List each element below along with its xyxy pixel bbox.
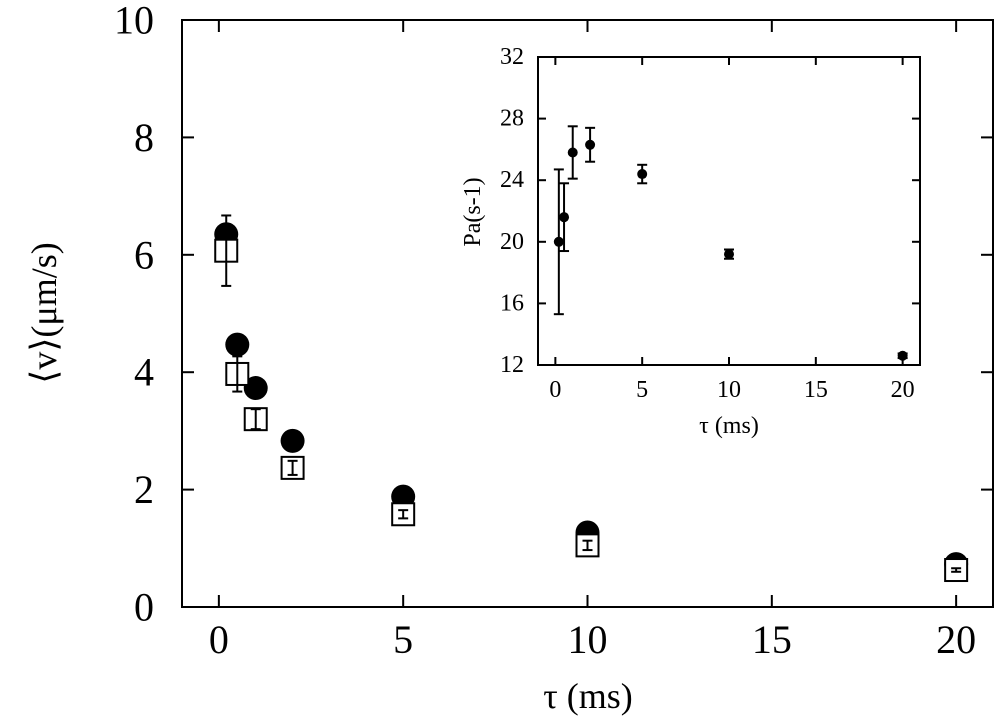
main-y-tick-label: 4 bbox=[134, 350, 154, 395]
main-y-tick-label: 2 bbox=[134, 467, 154, 512]
main-series-0-point bbox=[280, 428, 305, 453]
main-marks bbox=[214, 214, 969, 583]
inset-series-0-point bbox=[553, 236, 564, 247]
main-y-tick-label: 0 bbox=[134, 585, 154, 630]
main-x-tick-label: 0 bbox=[209, 617, 229, 662]
inset-marks bbox=[553, 125, 908, 361]
main-x-tick-label: 20 bbox=[936, 617, 976, 662]
inset-x-tick-label: 5 bbox=[636, 377, 648, 403]
main-y-tick-label: 8 bbox=[134, 115, 154, 160]
inset-series-0-point bbox=[637, 169, 648, 180]
inset-y-tick-label: 32 bbox=[500, 44, 524, 70]
inset-x-tick-label: 20 bbox=[891, 377, 915, 403]
inset-x-tick-label: 0 bbox=[549, 377, 561, 403]
main-x-tick-label: 15 bbox=[752, 617, 792, 662]
inset-y-axis-label: Pa(s-1) bbox=[460, 177, 486, 246]
main-series-0-point bbox=[243, 376, 268, 401]
main-y-tick-label: 10 bbox=[114, 0, 154, 43]
main-series-0-point bbox=[225, 332, 250, 357]
inset-y-tick-label: 20 bbox=[500, 229, 524, 255]
inset-x-tick-label: 15 bbox=[804, 377, 828, 403]
main-y-axis-label: ⟨v⟩(μm/s) bbox=[24, 242, 64, 383]
inset-x-tick-label: 10 bbox=[717, 377, 741, 403]
inset-series-0-point bbox=[724, 249, 734, 260]
inset-y-tick-label: 16 bbox=[500, 290, 524, 316]
inset-series-0-point bbox=[897, 350, 908, 361]
inset-chart: 0 5 10 15 20 12 16 20 24 28 32 τ (ms) Pa(s-1) bbox=[460, 44, 922, 439]
inset-series-0-point bbox=[585, 139, 596, 150]
inset-y-tick-label: 24 bbox=[500, 167, 524, 193]
main-x-axis-label: τ (ms) bbox=[543, 676, 632, 716]
inset-background bbox=[530, 50, 922, 367]
inset-ticks: 0 5 10 15 20 12 16 20 24 28 32 bbox=[500, 44, 920, 403]
main-y-tick-label: 6 bbox=[134, 232, 154, 277]
inset-y-tick-label: 12 bbox=[500, 352, 524, 378]
inset-y-tick-label: 28 bbox=[500, 106, 524, 132]
main-x-tick-label: 5 bbox=[393, 617, 413, 662]
inset-series-0-point bbox=[559, 212, 570, 223]
inset-x-axis-label: τ (ms) bbox=[699, 413, 759, 439]
main-x-tick-label: 10 bbox=[568, 617, 608, 662]
inset-series-0-point bbox=[567, 147, 578, 158]
